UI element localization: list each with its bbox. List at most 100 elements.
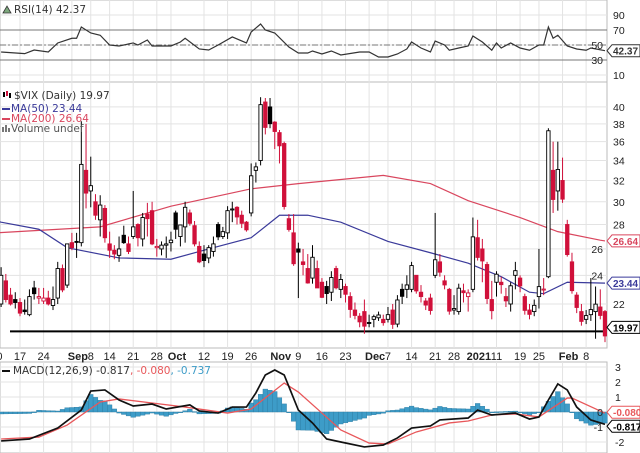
candle-body <box>286 218 292 230</box>
macd-histogram-bar <box>69 407 75 413</box>
macd-histogram-bar <box>418 408 424 413</box>
macd-histogram-bar <box>140 411 146 416</box>
macd-histogram-bar <box>74 407 80 413</box>
candle <box>168 231 174 252</box>
macd-histogram-bar <box>380 411 386 414</box>
x-tick-label: 21 <box>429 351 441 363</box>
macd-line <box>1 369 606 448</box>
x-tick-label: 10 <box>0 351 3 363</box>
macd-histogram-bar <box>404 407 410 413</box>
macd-histogram-bar <box>602 411 608 424</box>
candle-body <box>3 280 8 300</box>
candle <box>211 236 216 257</box>
candle <box>178 224 183 247</box>
macd-histogram-bar <box>196 411 202 415</box>
candle <box>50 286 56 311</box>
macd-histogram-bar <box>432 407 438 413</box>
candle-body <box>83 169 89 194</box>
macd-histogram-bar <box>26 411 32 414</box>
candle-body <box>390 309 395 325</box>
candle-body <box>338 279 343 290</box>
candle-body <box>0 274 4 305</box>
candle <box>3 273 8 303</box>
candle <box>381 314 386 326</box>
macd-value-tag: -0.817 <box>606 419 640 433</box>
candle <box>338 273 343 299</box>
candle <box>140 212 145 247</box>
macd-histogram-bar <box>276 397 283 413</box>
candle-body <box>362 311 367 327</box>
candle-body <box>522 296 527 311</box>
candle-body <box>206 247 211 259</box>
candle <box>404 275 410 299</box>
macd-histogram-bar <box>281 403 287 413</box>
candle-body <box>480 248 485 262</box>
candle-body <box>239 214 244 224</box>
macd-histogram-bar <box>158 411 165 416</box>
candle-body <box>69 242 75 249</box>
candle <box>470 217 476 293</box>
candle-body <box>418 291 424 298</box>
macd-histogram-bar <box>31 411 37 413</box>
candle <box>182 201 188 243</box>
macd-legend-text: MACD(12,26,9) -0.817, -0.080, -0.737 <box>13 365 211 377</box>
macd-value-tag-text: -0.817 <box>613 422 640 433</box>
candle-body <box>60 268 65 291</box>
candle-body <box>263 101 268 128</box>
candle-body <box>192 225 197 245</box>
candle <box>522 293 527 315</box>
candle-body <box>50 299 56 306</box>
candle-body <box>230 208 235 211</box>
candle-body <box>159 244 164 250</box>
candle <box>192 220 197 247</box>
x-tick-label: 26 <box>245 351 257 363</box>
macd-histogram-bar <box>163 411 169 417</box>
candle <box>541 278 546 296</box>
macd-value-tag-box <box>606 419 640 433</box>
candle-body <box>475 237 480 258</box>
candle-body <box>36 296 42 299</box>
candle <box>46 290 51 306</box>
candle-body <box>517 277 523 287</box>
macd-histogram-bar <box>191 411 198 413</box>
candle <box>433 212 438 279</box>
candle-body <box>65 243 70 286</box>
rsi-y-tick-label: 70 <box>613 25 625 37</box>
candle <box>154 238 159 257</box>
macd-histogram-bar <box>489 411 495 414</box>
macd-y-tick-label: 3 <box>615 362 621 374</box>
candle <box>333 265 339 290</box>
ma50-legend-text: MA(50) 23.44 <box>11 103 83 115</box>
candle-body <box>131 226 136 237</box>
macd-histogram-bar <box>121 411 127 415</box>
candle-body <box>31 287 37 295</box>
candle <box>503 287 509 308</box>
macd-histogram-bar <box>390 410 396 413</box>
macd-histogram-bar <box>531 411 537 414</box>
candle <box>409 261 414 293</box>
candle <box>201 245 207 268</box>
candle <box>560 157 565 203</box>
last-price-tag: 19.97 <box>606 320 640 334</box>
candle-body <box>371 316 376 320</box>
candle-body <box>149 210 155 245</box>
candle-body <box>55 268 60 299</box>
candle <box>253 162 259 183</box>
candle <box>447 287 452 315</box>
candle <box>451 295 457 315</box>
macd-histogram-bar <box>550 396 556 413</box>
candle-body <box>348 296 353 310</box>
ma200-value-tag-box <box>606 234 640 248</box>
candle <box>0 267 4 308</box>
x-tick-label: Oct <box>168 351 187 363</box>
candle <box>27 289 32 317</box>
macd-histogram-bar <box>154 411 160 415</box>
macd-histogram-bar <box>361 411 367 419</box>
candle <box>121 225 126 244</box>
candle-body <box>107 243 112 251</box>
ma200-line <box>0 174 606 242</box>
macd-histogram-bar <box>116 411 122 414</box>
candle-body <box>583 315 589 320</box>
candle-body <box>126 243 131 252</box>
